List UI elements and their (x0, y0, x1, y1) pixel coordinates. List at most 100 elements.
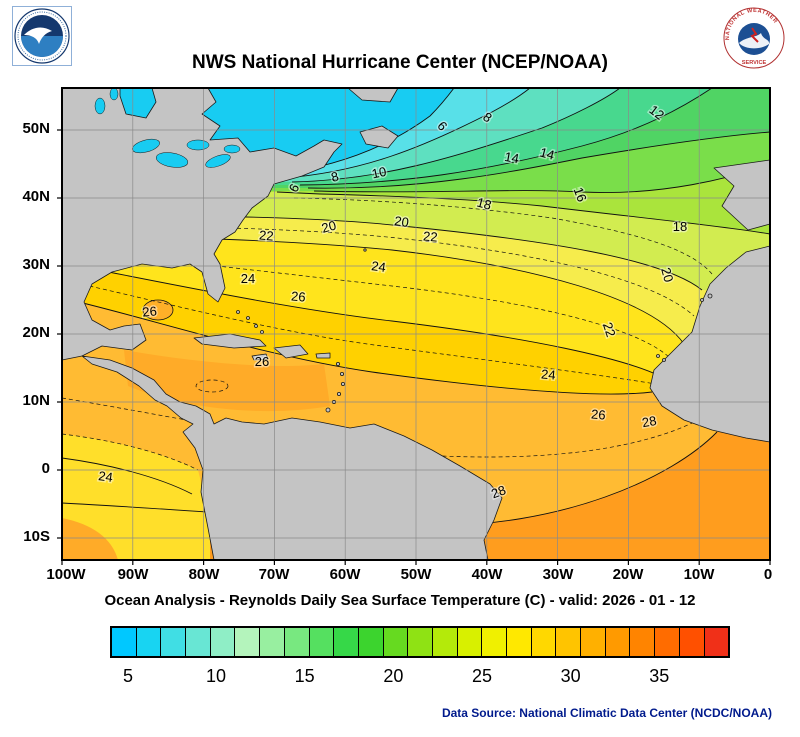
colorbar-cell (161, 628, 187, 656)
colorbar-cell (186, 628, 211, 656)
page-title: NWS National Hurricane Center (NCEP/NOAA… (192, 52, 608, 73)
colorbar: 5 10 15 20 25 30 35 (110, 626, 730, 688)
colorbar-cell (235, 628, 261, 656)
contour-label: 24 (97, 468, 113, 485)
contour-label: 10 (370, 164, 387, 182)
lat-tick-label: 20N (22, 324, 50, 341)
land-atlantic-islands (656, 293, 713, 362)
lat-tick-label: 40N (22, 188, 50, 205)
colorbar-tick-label: 30 (560, 666, 581, 686)
contour-label: 28 (641, 413, 658, 430)
contour-label: 24 (541, 366, 557, 382)
colorbar-cell (556, 628, 582, 656)
map-caption: Ocean Analysis - Reynolds Daily Sea Surf… (104, 592, 696, 609)
colorbar-cell (136, 628, 162, 656)
lon-tick-label: 0 (763, 566, 773, 583)
colorbar-cell (630, 628, 656, 656)
noaa-gull-icon (24, 27, 52, 44)
contour-label: 20 (393, 213, 409, 230)
land-jamaica (251, 353, 269, 361)
contour-label: 22 (423, 228, 439, 244)
lon-tick-label: 40W (471, 566, 503, 583)
land-south-america (81, 355, 503, 561)
map-frame: 6 8 10 6 8 12 14 14 16 18 18 20 20 20 22 22 22 24 24 24 24 26… (57, 87, 771, 565)
colorbar-cell (284, 628, 310, 656)
nws-service-text: SERVICE (742, 60, 767, 66)
lon-tick-label: 10W (683, 566, 715, 583)
lon-tick-label: 80W (188, 566, 220, 583)
contour-label: 16 (571, 185, 590, 204)
colorbar-tick-label: 20 (383, 666, 404, 686)
colorbar-cell (704, 628, 729, 656)
contour-label: 14 (538, 145, 556, 163)
contour-label: 26 (291, 288, 307, 304)
land-lesser-antilles (325, 361, 345, 413)
colorbar-cell (507, 628, 532, 656)
data-source: Data Source: National Climatic Data Cent… (441, 706, 772, 720)
noaa-logo (12, 6, 72, 66)
contour-label: 20 (320, 218, 338, 236)
contour-label: 26 (255, 354, 269, 369)
lon-tick-label: 50W (400, 566, 432, 583)
lat-tick-label: 10N (22, 392, 50, 409)
colorbar-cell (679, 628, 705, 656)
nws-logo: NATIONAL WEATHER SERVICE (722, 6, 786, 70)
colorbar-ticks: 5 10 15 20 25 30 35 (110, 666, 730, 692)
colorbar-cell (260, 628, 285, 656)
lon-tick-label: 90W (117, 566, 149, 583)
contour-label: 14 (503, 149, 520, 166)
land-puerto-rico (315, 352, 331, 359)
lat-tick-label: 30N (22, 256, 50, 273)
land-bahamas (236, 248, 367, 334)
lon-tick-label: 100W (46, 566, 86, 583)
contour-label: 22 (259, 227, 275, 243)
colorbar-cells (110, 626, 730, 658)
contour-label: 26 (142, 303, 158, 319)
lat-tick-label: 10S (23, 528, 50, 545)
contour-label: 18 (475, 195, 493, 213)
colorbar-cell (482, 628, 507, 656)
colorbar-tick-label: 25 (471, 666, 493, 686)
contour-label: 24 (241, 271, 255, 286)
noaa-emblem (12, 6, 72, 66)
contour-label: 22 (600, 320, 619, 338)
lat-axis: 50N 40N 30N 20N 10N 0 10S (0, 0, 56, 737)
colorbar-cell (531, 628, 557, 656)
colorbar-cell (432, 628, 458, 656)
lakes (94, 87, 241, 168)
colorbar-cell (655, 628, 680, 656)
land-north-america (61, 87, 343, 361)
contour-label: 18 (673, 219, 687, 234)
colorbar-cell (358, 628, 384, 656)
nws-lightning-icon (750, 27, 759, 43)
lon-tick-label: 20W (612, 566, 644, 583)
colorbar-cell (581, 628, 606, 656)
colorbar-tick-label: 15 (294, 666, 315, 686)
contour-label: 26 (591, 406, 607, 422)
contour-label: 24 (370, 258, 386, 275)
land-hispaniola (273, 344, 309, 359)
lon-tick-label: 60W (329, 566, 361, 583)
colorbar-cell (334, 628, 359, 656)
sst-regional-patches (62, 299, 330, 560)
nws-swoosh-icon (739, 33, 770, 49)
lon-tick-label: 70W (258, 566, 290, 583)
colorbar-cell (408, 628, 433, 656)
land-newfoundland (359, 125, 399, 149)
lon-tick-label: 30W (542, 566, 574, 583)
colorbar-cell (457, 628, 483, 656)
lat-tick-label: 0 (41, 460, 50, 477)
contour-label: 20 (658, 266, 676, 284)
colorbar-tick-label: 5 (122, 666, 133, 686)
colorbar-cell (383, 628, 409, 656)
contour-label: 28 (489, 482, 508, 501)
graticule (62, 88, 770, 560)
lon-axis: 100W 90W 80W 70W 60W 50W 40W 30W 20W 10W 0 (0, 566, 800, 586)
colorbar-cell (605, 628, 631, 656)
colorbar-cell (309, 628, 335, 656)
lat-tick-label: 50N (22, 120, 50, 137)
land-africa (649, 245, 771, 443)
